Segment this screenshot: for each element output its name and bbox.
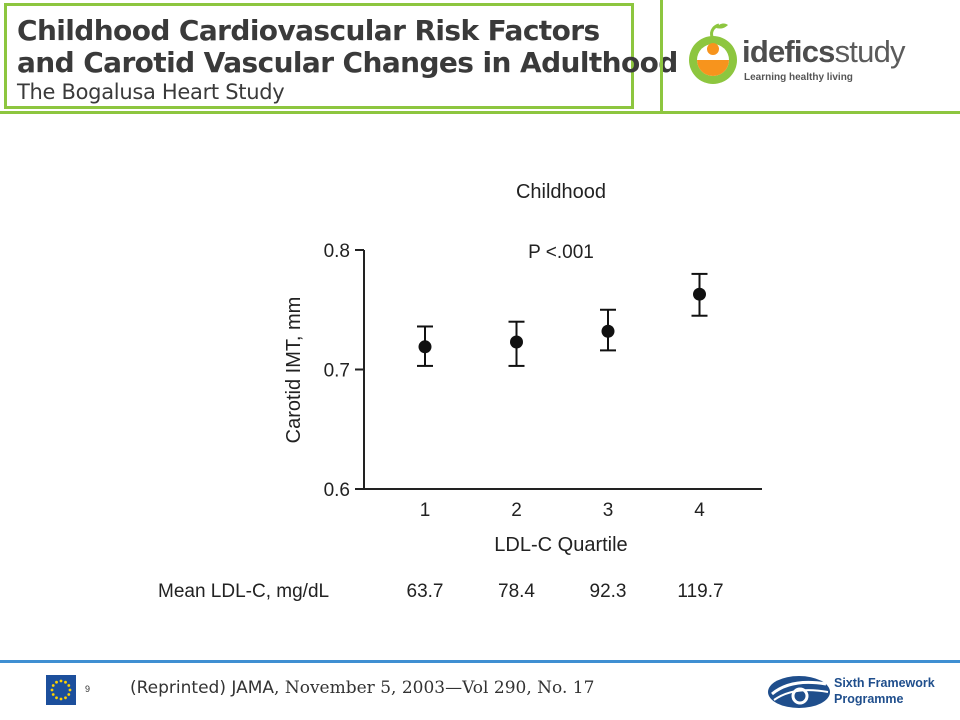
eu-star (59, 697, 63, 701)
eu-star (59, 679, 63, 683)
eu-star (64, 696, 67, 700)
mean-ldl-value: 119.7 (677, 581, 723, 602)
mean-ldl-value: 92.3 (590, 581, 627, 602)
programme-line2: Programme (834, 692, 904, 706)
chart-marks: 63.7 78.4 92.3 119.7 (407, 272, 724, 602)
x-axis-label: LDL-C Quartile (494, 534, 627, 556)
x-tick-label: 1 (420, 500, 431, 521)
eu-flag-icon (46, 675, 76, 705)
y-tick-label: 0.6 (324, 480, 350, 501)
eu-star (51, 693, 55, 696)
mean-ldl-value: 78.4 (498, 581, 535, 602)
eu-star (67, 684, 71, 687)
programme-line1: Sixth Framework (834, 676, 935, 690)
chart-title: Childhood (516, 181, 606, 203)
logo-tagline: Learning healthy living (744, 72, 853, 83)
mean-ldl-value: 63.7 (407, 581, 444, 602)
slide-title-line2: and Carotid Vascular Changes in Adulthoo… (17, 46, 678, 79)
citation-details: , November 5, 2003—Vol 290, No. 17 (274, 678, 595, 698)
citation-journal: JAMA (231, 678, 275, 698)
ldl-quartile-chart: Childhood P <.001 Carotid IMT, mm LDL-C … (158, 181, 762, 602)
slide-title-line1: Childhood Cardiovascular Risk Factors (17, 14, 600, 47)
mean-ldl-row-label: Mean LDL-C, mg/dL (158, 581, 329, 602)
eu-star (67, 693, 71, 696)
y-tick-label: 0.7 (324, 361, 350, 382)
data-point (510, 335, 523, 349)
title-box: Childhood Cardiovascular Risk Factors an… (4, 3, 678, 109)
eu-star (50, 688, 54, 692)
idefics-logo: ideficsstudy Learning healthy living (686, 16, 926, 96)
footer-rule (0, 660, 960, 663)
logo-name-light: study (834, 34, 906, 69)
eu-star (51, 684, 55, 687)
header-separator (660, 0, 663, 112)
x-tick-label: 4 (694, 500, 705, 521)
chart-axes: 0.6 0.7 0.8 1 2 3 4 (324, 241, 762, 521)
logo-wordmark: ideficsstudy (742, 34, 906, 70)
eu-star (55, 696, 58, 700)
citation: (Reprinted) JAMA, November 5, 2003—Vol 2… (130, 678, 594, 698)
header-rule (0, 111, 960, 114)
data-point (418, 340, 432, 354)
slide-number: 9 (85, 684, 91, 694)
data-point (693, 287, 706, 301)
eu-star (64, 680, 67, 684)
idefics-logo-icon (689, 23, 737, 84)
fp6-emblem-icon (768, 676, 830, 708)
x-tick-label: 2 (511, 500, 522, 521)
y-tick-label: 0.8 (324, 241, 350, 262)
logo-name-bold: idefics (742, 34, 835, 69)
x-tick-label: 3 (603, 500, 614, 521)
eu-star (68, 688, 72, 692)
y-axis-label: Carotid IMT, mm (283, 297, 305, 444)
citation-prefix: (Reprinted) (130, 678, 232, 698)
eu-star (55, 680, 58, 684)
data-point (601, 324, 615, 338)
sixth-framework-logo: Sixth Framework Programme (766, 670, 956, 714)
p-value-annotation: P <.001 (528, 242, 594, 263)
slide-subtitle: The Bogalusa Heart Study (17, 80, 285, 104)
